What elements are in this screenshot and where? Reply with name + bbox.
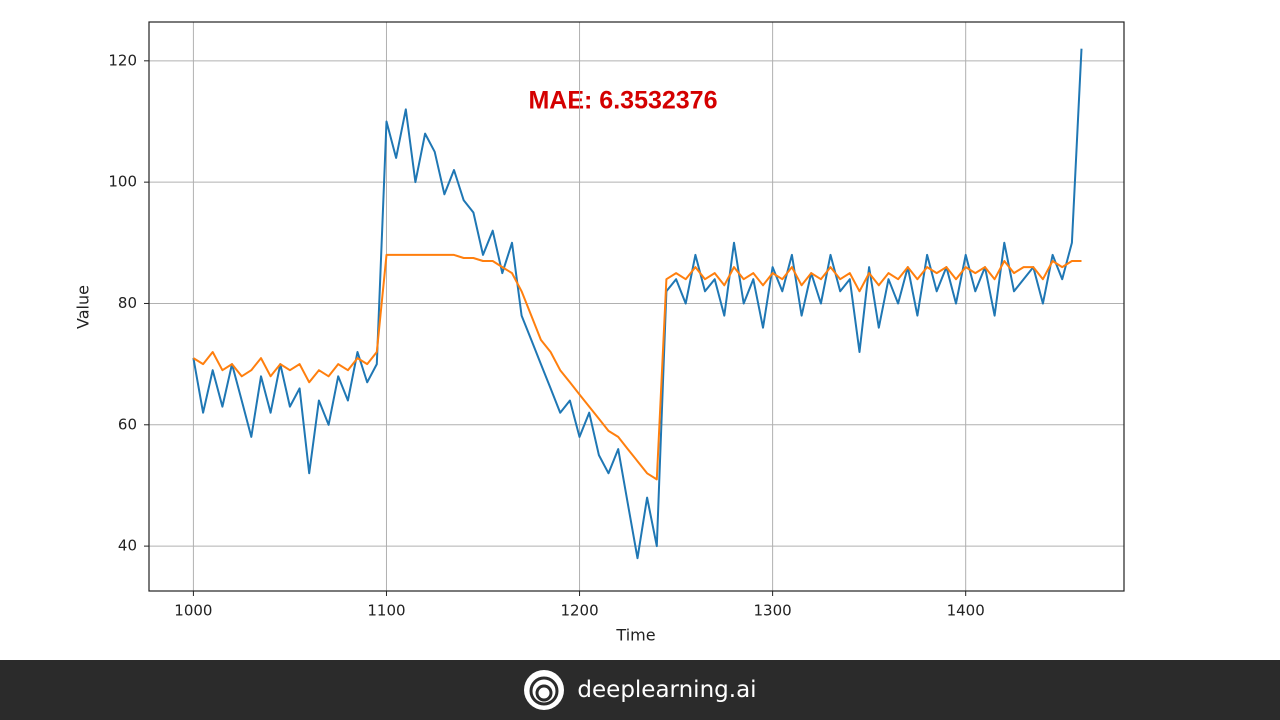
y-tick-label: 80 <box>118 294 137 312</box>
x-tick-label: 1200 <box>560 602 598 620</box>
x-tick-label: 1300 <box>754 602 792 620</box>
y-tick-label: 100 <box>108 173 137 191</box>
series-line <box>192 48 1083 560</box>
chart: MAE: 6.3532376 Time Value 1000 1100 1200 13… <box>74 21 1125 645</box>
x-tick-label: 1400 <box>947 602 985 620</box>
annotation: MAE: 6.3532376 <box>528 87 717 115</box>
y-tick-label: 120 <box>108 51 137 69</box>
y-axis-label: Value <box>74 285 93 329</box>
x-axis-label: Time <box>615 626 655 645</box>
brand: deeplearning.ai <box>577 677 757 703</box>
x-tick-label: 1000 <box>174 602 212 620</box>
series-line <box>192 253 1082 481</box>
footer: deeplearning.ai <box>0 660 1280 720</box>
y-tick-label: 60 <box>118 415 137 433</box>
plot-frame <box>148 21 1125 592</box>
y-tick-label: 40 <box>118 537 137 555</box>
x-tick-label: 1100 <box>367 602 405 620</box>
logo <box>524 670 565 710</box>
